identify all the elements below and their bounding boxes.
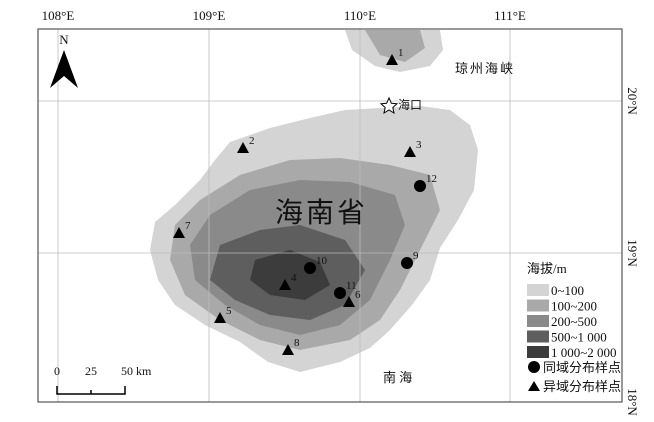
allopatric-point-triangle-icon bbox=[279, 279, 291, 290]
allopatric-point-triangle-icon bbox=[386, 54, 398, 65]
legend-symbol-label: 异域分布样点 bbox=[543, 379, 621, 394]
capital-star-icon bbox=[379, 96, 399, 115]
sympatric-point-circle-icon bbox=[414, 180, 426, 192]
allopatric-point-triangle-icon bbox=[237, 142, 249, 153]
legend-triangle-icon bbox=[528, 381, 540, 391]
legend-class-label: 1 000~2 000 bbox=[551, 345, 617, 360]
legend-class-label: 0~100 bbox=[551, 283, 584, 298]
strait-label: 琼州海峡 bbox=[455, 61, 515, 76]
legend-class-label: 100~200 bbox=[551, 299, 597, 314]
sample-point-label: 11 bbox=[346, 280, 357, 292]
lat-tick: 20°N bbox=[625, 87, 640, 115]
lon-tick: 110°E bbox=[344, 8, 376, 23]
sympatric-point-circle-icon bbox=[304, 262, 316, 274]
scale-tick: 50 km bbox=[121, 364, 152, 378]
sympatric-point-circle-icon bbox=[401, 257, 413, 269]
legend-circle-icon bbox=[528, 361, 540, 373]
legend-swatch bbox=[527, 346, 549, 358]
legend-class-label: 200~500 bbox=[551, 314, 597, 329]
sample-point-label: 3 bbox=[416, 139, 422, 151]
sample-point-label: 7 bbox=[185, 220, 191, 232]
scale-tick: 25 bbox=[85, 364, 97, 378]
sample-point-label: 8 bbox=[294, 337, 300, 349]
allopatric-point-triangle-icon bbox=[282, 344, 294, 355]
sample-point-label: 6 bbox=[355, 289, 361, 301]
legend-symbol-label: 同域分布样点 bbox=[543, 360, 621, 375]
capital-label: 海口 bbox=[398, 97, 422, 112]
north-label: N bbox=[59, 32, 69, 47]
sample-point-label: 9 bbox=[413, 250, 419, 262]
sample-point-label: 1 bbox=[398, 47, 404, 59]
land-layer bbox=[150, 30, 478, 372]
sample-point-label: 4 bbox=[291, 272, 297, 284]
north-arrow-icon-right bbox=[64, 50, 78, 88]
sample-point-label: 5 bbox=[226, 305, 232, 317]
lon-tick: 108°E bbox=[42, 8, 75, 23]
lon-tick: 109°E bbox=[193, 8, 226, 23]
leizhou-upland bbox=[365, 30, 425, 62]
scale-tick: 0 bbox=[54, 364, 60, 378]
legend-title: 海拔/m bbox=[527, 261, 567, 276]
lon-tick: 111°E bbox=[494, 8, 526, 23]
allopatric-point-triangle-icon bbox=[214, 312, 226, 323]
province-label: 海南省 bbox=[275, 197, 368, 229]
sample-point-label: 12 bbox=[426, 173, 437, 185]
north-arrow-icon bbox=[50, 50, 64, 88]
legend-class-label: 500~1 000 bbox=[551, 330, 607, 345]
legend-swatch bbox=[527, 315, 549, 327]
lat-tick: 18°N bbox=[625, 388, 640, 416]
allopatric-point-triangle-icon bbox=[404, 146, 416, 157]
legend-swatch bbox=[527, 299, 549, 312]
allopatric-point-triangle-icon bbox=[173, 227, 185, 238]
legend-swatch bbox=[527, 330, 549, 343]
sample-point-label: 2 bbox=[249, 135, 255, 147]
sympatric-point-circle-icon bbox=[334, 287, 346, 299]
graticule bbox=[38, 29, 622, 402]
sample-point-label: 10 bbox=[316, 255, 328, 267]
map-frame bbox=[37, 28, 623, 403]
legend-swatch bbox=[527, 284, 549, 296]
allopatric-point-triangle-icon bbox=[343, 296, 355, 307]
sea-label: 南 海 bbox=[383, 370, 412, 385]
scale-bar: 0 25 50 km bbox=[54, 364, 152, 395]
lat-tick: 19°N bbox=[625, 239, 640, 267]
